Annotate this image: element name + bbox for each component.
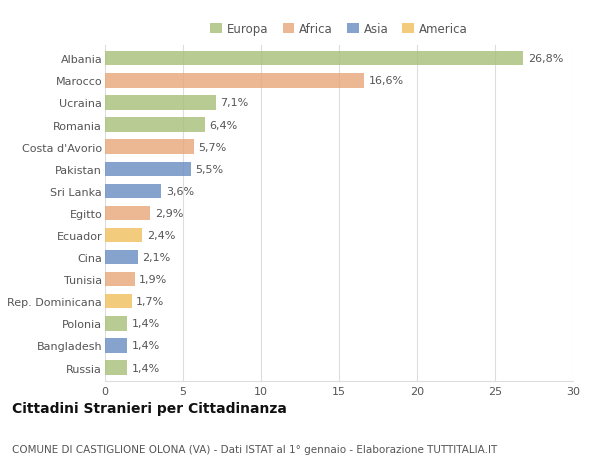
Text: 1,4%: 1,4% [131, 363, 160, 373]
Bar [105, 162, 191, 177]
Text: 16,6%: 16,6% [368, 76, 404, 86]
Bar [105, 206, 150, 221]
Text: 2,4%: 2,4% [147, 230, 175, 241]
Bar [105, 272, 134, 287]
Text: 5,7%: 5,7% [199, 142, 227, 152]
Text: 2,1%: 2,1% [142, 252, 170, 263]
Text: 1,4%: 1,4% [131, 319, 160, 329]
Text: 6,4%: 6,4% [209, 120, 238, 130]
Bar [105, 339, 127, 353]
Bar [105, 250, 138, 265]
Bar [105, 74, 364, 88]
Bar [105, 118, 205, 133]
Text: 26,8%: 26,8% [528, 54, 563, 64]
Text: 5,5%: 5,5% [196, 164, 224, 174]
Text: COMUNE DI CASTIGLIONE OLONA (VA) - Dati ISTAT al 1° gennaio - Elaborazione TUTTI: COMUNE DI CASTIGLIONE OLONA (VA) - Dati … [12, 444, 497, 454]
Text: 3,6%: 3,6% [166, 186, 194, 196]
Text: Cittadini Stranieri per Cittadinanza: Cittadini Stranieri per Cittadinanza [12, 402, 287, 415]
Bar [105, 228, 142, 243]
Bar [105, 140, 194, 155]
Bar [105, 317, 127, 331]
Legend: Europa, Africa, Asia, America: Europa, Africa, Asia, America [206, 18, 472, 41]
Bar [105, 96, 216, 110]
Text: 1,7%: 1,7% [136, 297, 164, 307]
Bar [105, 52, 523, 66]
Text: 1,9%: 1,9% [139, 274, 167, 285]
Text: 7,1%: 7,1% [220, 98, 248, 108]
Bar [105, 184, 161, 199]
Bar [105, 294, 131, 309]
Text: 1,4%: 1,4% [131, 341, 160, 351]
Text: 2,9%: 2,9% [155, 208, 183, 218]
Bar [105, 361, 127, 375]
